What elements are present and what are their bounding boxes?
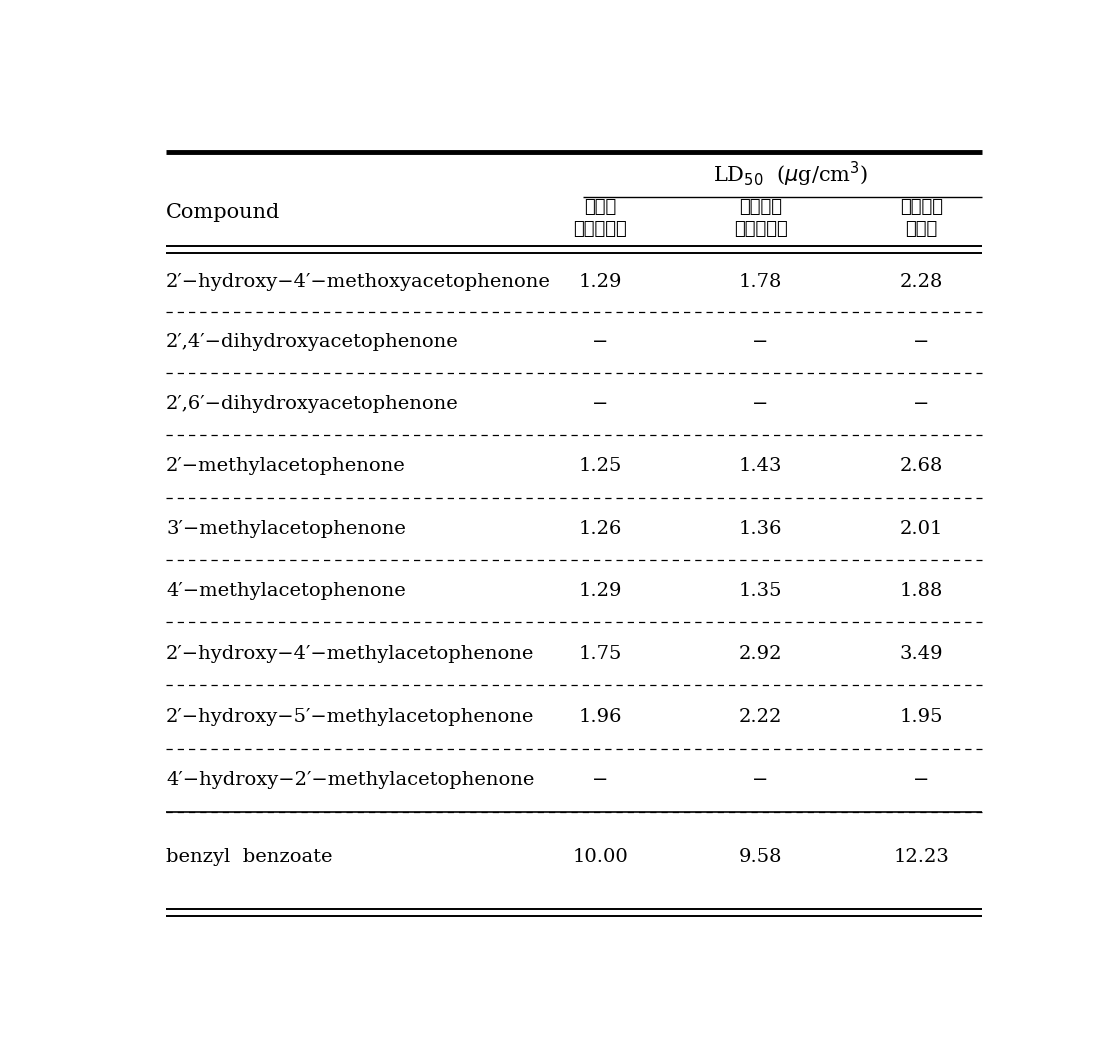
Text: −: − bbox=[591, 395, 608, 413]
Text: −: − bbox=[913, 333, 930, 352]
Text: 2.28: 2.28 bbox=[899, 273, 943, 292]
Text: 2′−hydroxy−4′−methoxyacetophenone: 2′−hydroxy−4′−methoxyacetophenone bbox=[166, 273, 551, 292]
Text: 2′−hydroxy−4′−methylacetophenone: 2′−hydroxy−4′−methylacetophenone bbox=[166, 645, 534, 663]
Text: 먼지진드기: 먼지진드기 bbox=[734, 220, 787, 238]
Text: 4′−hydroxy−2′−methylacetophenone: 4′−hydroxy−2′−methylacetophenone bbox=[166, 771, 534, 790]
Text: 먼지진드기: 먼지진드기 bbox=[573, 220, 627, 238]
Text: 2′−methylacetophenone: 2′−methylacetophenone bbox=[166, 458, 405, 476]
Text: 10.00: 10.00 bbox=[572, 848, 628, 866]
Text: −: − bbox=[591, 333, 608, 352]
Text: 큰다리: 큰다리 bbox=[584, 197, 616, 216]
Text: LD$_{50}$  ($\mu$g/cm$^{3}$): LD$_{50}$ ($\mu$g/cm$^{3}$) bbox=[713, 160, 869, 189]
Text: −: − bbox=[913, 771, 930, 790]
Text: benzyl  benzoate: benzyl benzoate bbox=[166, 848, 333, 866]
Text: 2′−hydroxy−5′−methylacetophenone: 2′−hydroxy−5′−methylacetophenone bbox=[166, 708, 534, 726]
Text: 2.01: 2.01 bbox=[899, 520, 943, 538]
Text: 2′,6′−dihydroxyacetophenone: 2′,6′−dihydroxyacetophenone bbox=[166, 395, 459, 413]
Text: 1.29: 1.29 bbox=[578, 582, 622, 600]
Text: 4′−methylacetophenone: 4′−methylacetophenone bbox=[166, 582, 405, 600]
Text: 1.26: 1.26 bbox=[578, 520, 622, 538]
Text: 1.43: 1.43 bbox=[739, 458, 783, 476]
Text: −: − bbox=[753, 771, 768, 790]
Text: 1.95: 1.95 bbox=[899, 708, 943, 726]
Text: 2′,4′−dihydroxyacetophenone: 2′,4′−dihydroxyacetophenone bbox=[166, 333, 459, 352]
Text: −: − bbox=[753, 395, 768, 413]
Text: 2.22: 2.22 bbox=[739, 708, 782, 726]
Text: −: − bbox=[591, 771, 608, 790]
Text: 1.88: 1.88 bbox=[899, 582, 943, 600]
Text: 1.78: 1.78 bbox=[739, 273, 782, 292]
Text: 1.29: 1.29 bbox=[578, 273, 622, 292]
Text: 1.36: 1.36 bbox=[739, 520, 783, 538]
Text: 저장식품: 저장식품 bbox=[899, 197, 943, 216]
Text: 9.58: 9.58 bbox=[739, 848, 783, 866]
Text: −: − bbox=[913, 395, 930, 413]
Text: Compound: Compound bbox=[166, 203, 280, 222]
Text: 1.75: 1.75 bbox=[578, 645, 622, 663]
Text: 진드기: 진드기 bbox=[905, 220, 937, 238]
Text: 1.35: 1.35 bbox=[739, 582, 783, 600]
Text: 12.23: 12.23 bbox=[894, 848, 949, 866]
Text: −: − bbox=[753, 333, 768, 352]
Text: 1.25: 1.25 bbox=[578, 458, 622, 476]
Text: 세로무니: 세로무니 bbox=[739, 197, 782, 216]
Text: 1.96: 1.96 bbox=[578, 708, 622, 726]
Text: 2.92: 2.92 bbox=[739, 645, 783, 663]
Text: 3.49: 3.49 bbox=[899, 645, 943, 663]
Text: 3′−methylacetophenone: 3′−methylacetophenone bbox=[166, 520, 405, 538]
Text: 2.68: 2.68 bbox=[899, 458, 943, 476]
